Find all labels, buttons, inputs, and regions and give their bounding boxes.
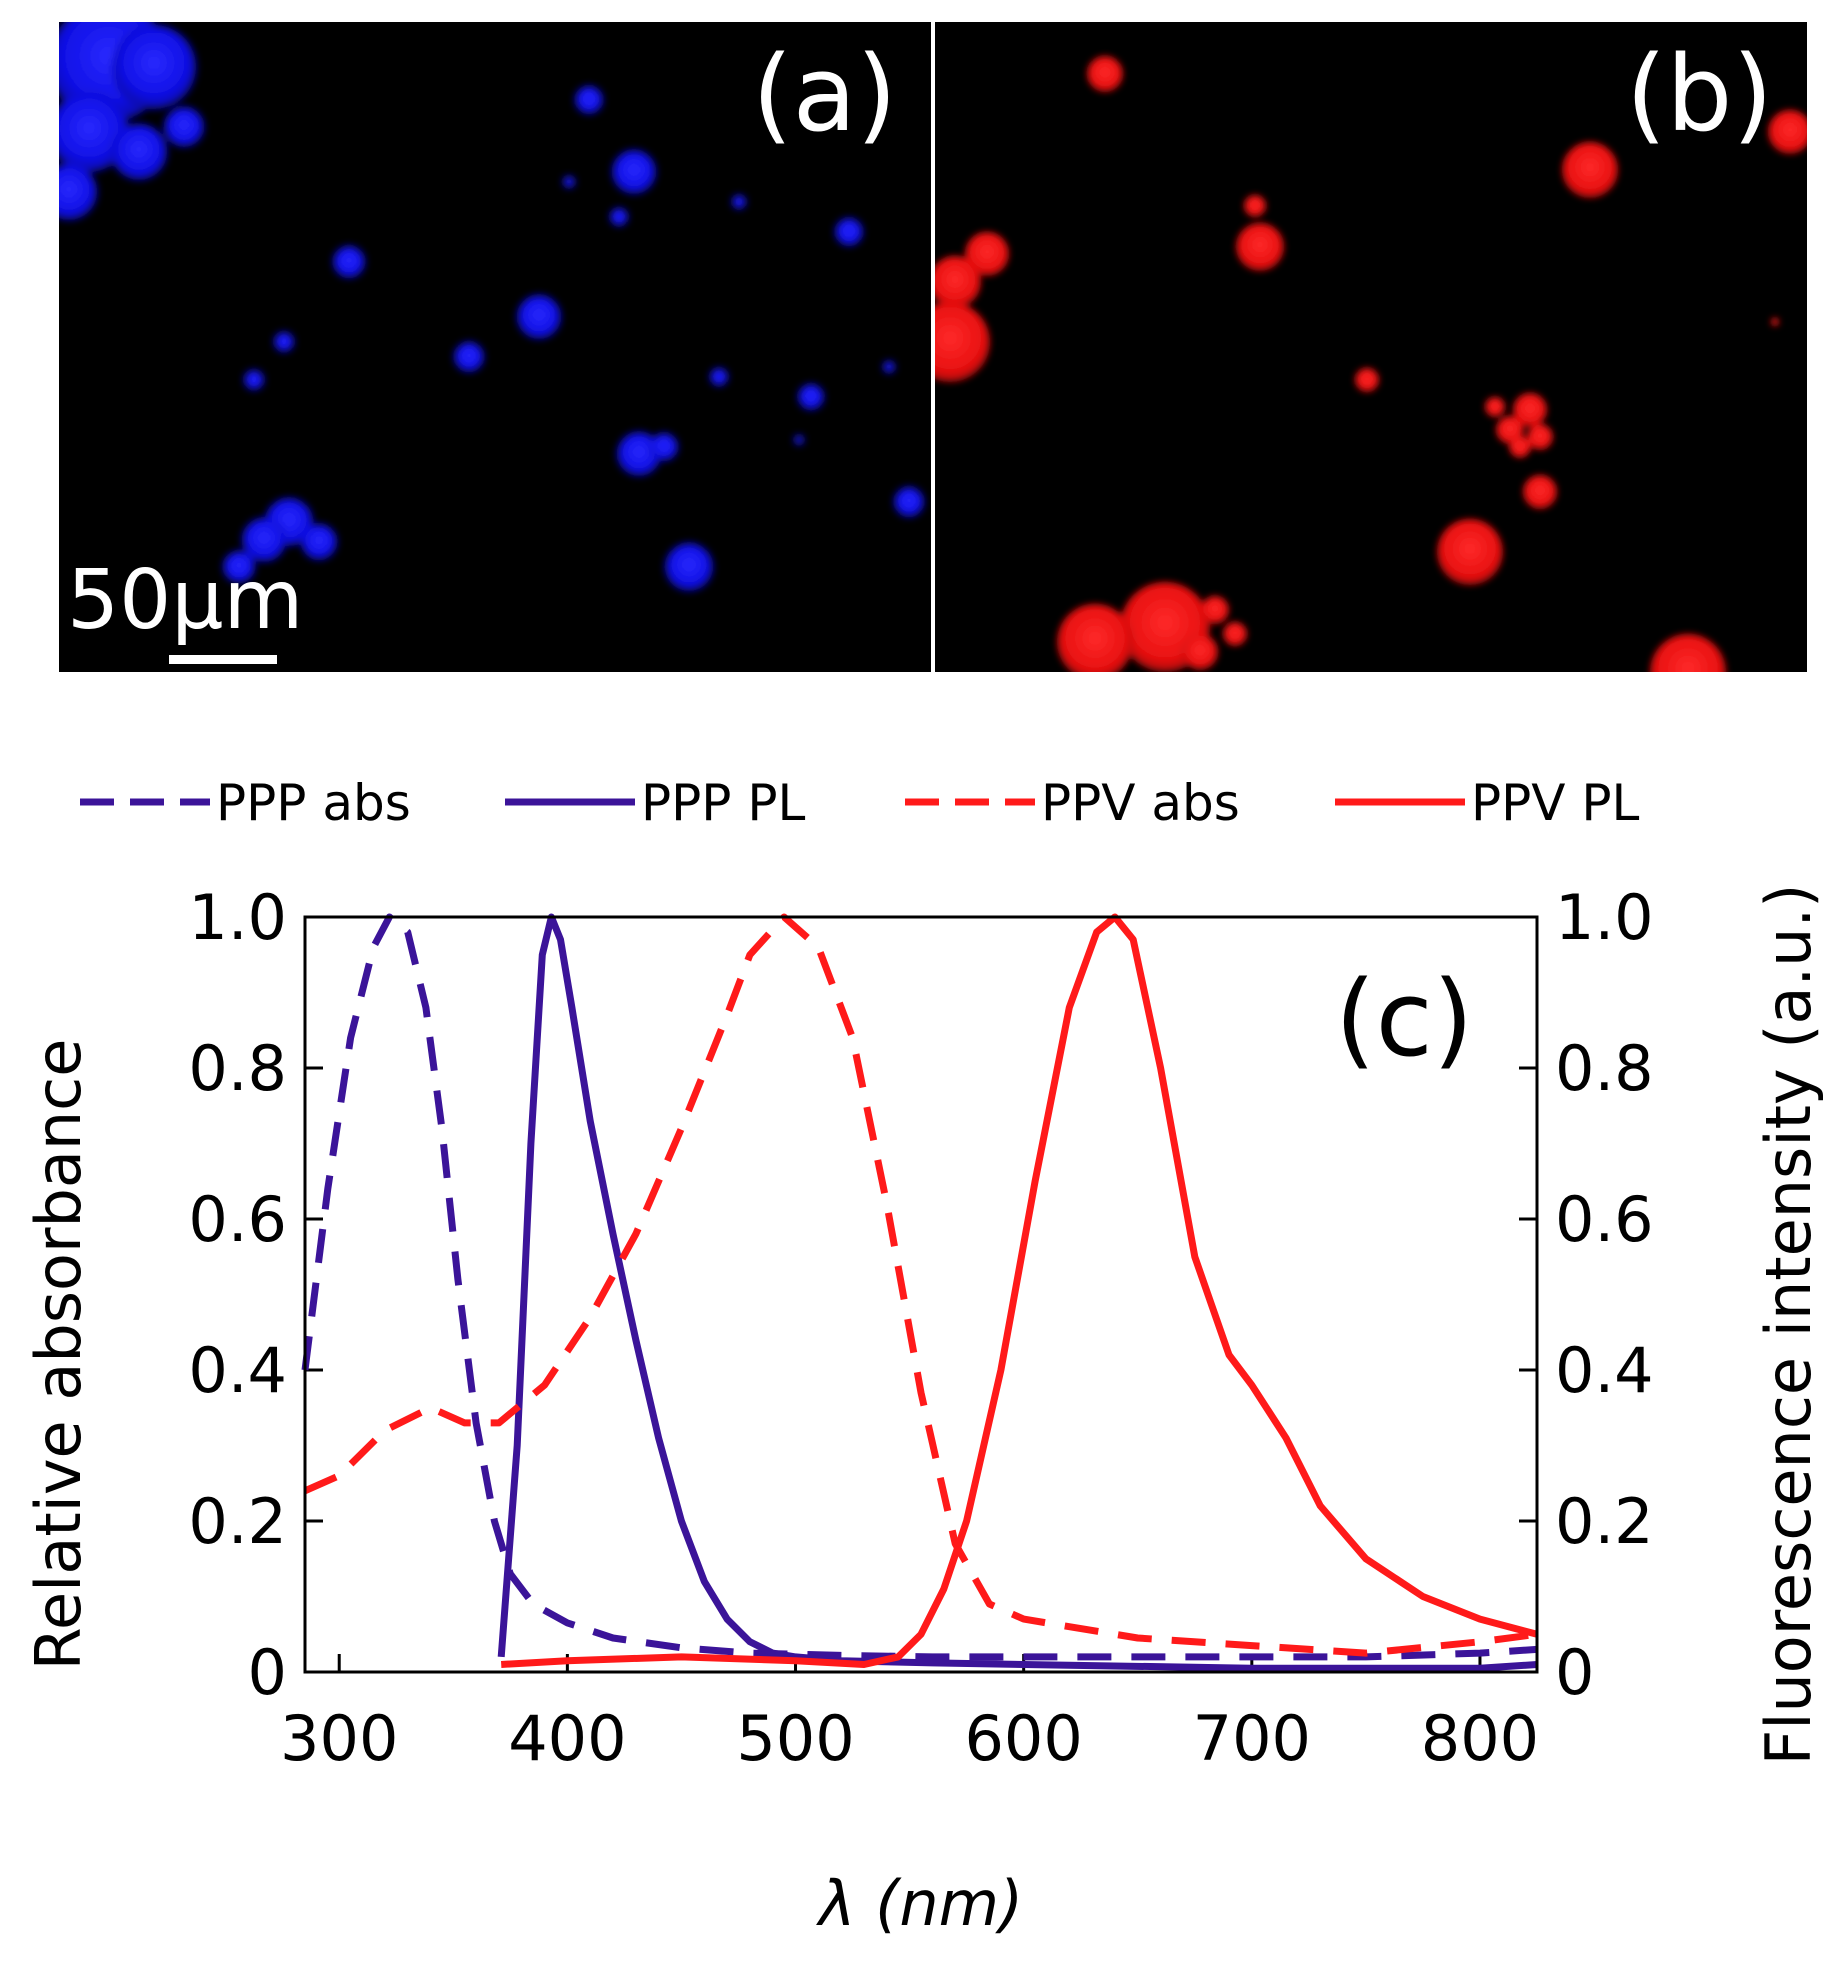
spectra-chart: PPP abs PPP PL PPV abs PPV PL 300 400 500 600 7… (22, 774, 1825, 1940)
legend-label: PPV PL (1471, 774, 1640, 832)
series-ppv-pl (500, 913, 1538, 1668)
panel-label-c: (c) (1335, 958, 1473, 1080)
series-ppp-pl (497, 913, 1538, 1672)
legend-label: PPV abs (1041, 774, 1240, 832)
y2-tick-label: 0.2 (1555, 1485, 1654, 1558)
y2-tick-label: 1.0 (1555, 881, 1654, 954)
y2-tick-label: 0.4 (1555, 1334, 1654, 1407)
panel-label-a: (a) (752, 33, 897, 155)
y2-tick-label: 0.6 (1555, 1183, 1654, 1256)
y-tick-label: 0 (248, 1636, 287, 1709)
x-tick-label: 600 (964, 1702, 1082, 1775)
y-axis-title: Relative absorbance (22, 1039, 95, 1671)
y-tick-label: 0.6 (188, 1183, 287, 1256)
x-tick-label: 300 (280, 1702, 398, 1775)
x-tick-label: 700 (1193, 1702, 1311, 1775)
scale-bar (169, 655, 277, 664)
scale-bar-label: 50μm (67, 553, 304, 648)
x-tick-label: 800 (1421, 1702, 1539, 1775)
y-tick-label: 0.8 (188, 1032, 287, 1105)
x-tick-label: 400 (508, 1702, 626, 1775)
legend-label: PPP PL (641, 774, 805, 832)
legend-label: PPP abs (216, 774, 411, 832)
y-tick-label: 0.4 (188, 1334, 287, 1407)
y2-tick-label: 0 (1555, 1636, 1594, 1709)
x-axis-title: λ (nm) (816, 1867, 1023, 1940)
micrograph-panel-b: (b) (935, 22, 1807, 672)
y2-axis-title: Fluorescence intensity (a.u.) (1752, 884, 1825, 1766)
y-tick-label: 0.2 (188, 1485, 287, 1558)
y2-tick-label: 0.8 (1555, 1032, 1654, 1105)
droplets-blue (59, 22, 924, 591)
micrograph-panel-a: (a) 50μm (59, 22, 931, 672)
legend: PPP abs PPP PL PPV abs PPV PL (80, 774, 1640, 832)
y-tick-label: 1.0 (188, 881, 287, 954)
panel-label-b: (b) (1625, 33, 1773, 155)
x-tick-label: 500 (736, 1702, 854, 1775)
droplets-red (935, 56, 1807, 672)
